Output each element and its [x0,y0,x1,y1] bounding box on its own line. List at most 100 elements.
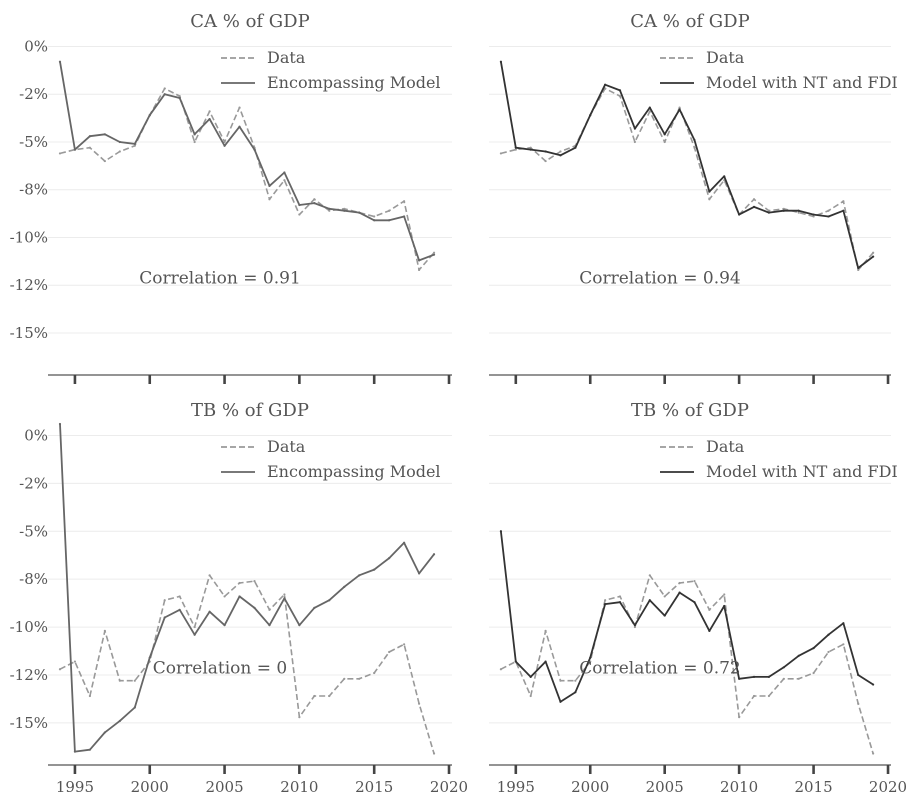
data-point [767,675,771,678]
data-point [417,259,421,262]
data-point [358,211,361,214]
data-point [857,702,860,705]
data-point [723,593,726,596]
y-tick-label: 0% [24,426,48,444]
data-point [663,614,666,617]
data-point [857,673,860,677]
data-point [313,694,316,698]
legend-label: Model with NT and FDI [706,462,898,481]
data-point [58,60,62,63]
data-point [604,602,607,606]
data-point [103,731,106,734]
y-tick-label: -8% [19,570,48,588]
data-point [163,87,166,90]
data-point [343,209,346,212]
chart-panel-2: CA % of GDP Data Model with NT and FDI Corr… [489,11,898,384]
data-point [313,198,316,201]
data-point [663,133,666,136]
data-point [872,683,875,686]
data-point [529,148,532,151]
data-point [618,595,622,598]
data-point [678,591,681,594]
data-point [178,608,181,611]
series-line-encompassing-model [59,61,435,262]
data-point [782,209,785,212]
y-tick-label: -2% [19,474,48,492]
data-point [283,597,286,600]
chart-panel-1: CA % of GDP 0% -2% -5% -8% -10% -12% -15% Data En… [10,11,452,384]
chart-title: TB % of GDP [631,400,749,421]
data-point [283,593,286,596]
x-tick-label: 2000 [571,778,609,794]
data-point [193,625,196,629]
data-point [857,266,860,270]
data-point [268,184,271,187]
data-point [529,146,532,149]
data-point [268,608,271,611]
data-point [782,207,785,210]
data-point [678,106,681,109]
data-point [559,150,562,153]
data-point [133,144,136,147]
data-point [298,213,301,216]
y-tick-label: -8% [19,181,48,199]
data-point [223,140,226,144]
data-point [514,660,517,663]
data-point [253,579,256,583]
data-point [738,213,741,216]
x-tick-label: 2000 [131,778,169,794]
legend-label: Data [267,48,306,67]
data-point [253,606,256,610]
data-point [238,595,241,598]
y-tick-label: -12% [10,666,48,684]
data-point [812,215,815,218]
data-point [752,198,756,201]
data-point [373,671,376,675]
legend-label: Data [706,48,745,67]
data-point [268,624,271,627]
data-point [178,96,181,100]
data-point [544,629,547,632]
data-point [343,207,346,210]
x-tick-label: 2020 [430,778,468,794]
data-point [604,599,607,602]
series-line-data [500,87,874,271]
data-point [544,159,547,163]
chart-title: CA % of GDP [630,11,749,32]
data-point [133,679,136,682]
y-tick-label: -10% [10,228,48,246]
data-point [432,752,436,755]
x-tick-label: 2020 [869,778,906,794]
data-point [797,211,800,214]
data-point [529,694,532,698]
data-point [782,666,785,669]
data-point [708,190,711,193]
data-point [328,599,331,602]
data-point [574,691,577,694]
data-point [163,599,166,602]
data-point [283,179,286,182]
data-point [403,541,406,544]
data-point [193,133,196,136]
data-point [618,89,622,92]
data-point [857,268,860,272]
data-point [752,694,756,698]
data-point [88,694,91,698]
x-tick-label: 2015 [355,778,393,794]
x-tick-label: 2005 [646,778,684,794]
data-point [432,253,436,256]
x-tick-label: 2015 [794,778,832,794]
data-point [499,530,503,533]
legend-label: Data [706,437,745,456]
correlation-annotation: Correlation = 0 [153,658,287,678]
data-point [103,629,106,632]
data-point [678,581,681,585]
data-point [193,633,196,636]
data-point [752,675,756,678]
data-point [589,656,592,659]
data-point [208,574,211,577]
data-point [872,255,875,258]
x-tick-label: 2010 [280,778,318,794]
y-tick-label: 0% [24,37,48,55]
data-point [574,146,577,149]
